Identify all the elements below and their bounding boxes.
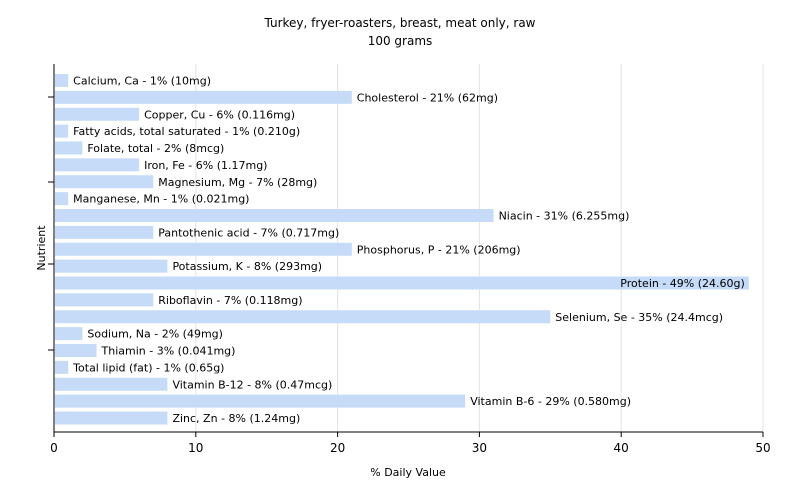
bar-label: Niacin - 31% (6.255mg) <box>499 210 630 223</box>
bar-label: Copper, Cu - 6% (0.116mg) <box>144 108 295 121</box>
bar <box>55 192 69 206</box>
bar-label: Calcium, Ca - 1% (10mg) <box>73 75 211 88</box>
bar <box>55 293 154 307</box>
x-tick-label: 50 <box>755 441 770 455</box>
x-ticks: 0 10 20 30 40 50 <box>50 432 771 455</box>
bar-label: Phosphorus, P - 21% (206mg) <box>357 243 521 256</box>
bar <box>55 242 352 256</box>
bar-label: Pantothenic acid - 7% (0.717mg) <box>158 226 339 239</box>
x-tick-label: 20 <box>330 441 345 455</box>
x-tick-label: 0 <box>50 441 58 455</box>
bar-label: Total lipid (fat) - 1% (0.65g) <box>72 361 224 374</box>
bar-label: Folate, total - 2% (8mcg) <box>87 142 224 155</box>
x-tick-label: 10 <box>188 441 203 455</box>
bar-label: Potassium, K - 8% (293mg) <box>172 260 322 273</box>
bar <box>55 360 69 374</box>
bar <box>55 259 168 273</box>
bar-label: Riboflavin - 7% (0.118mg) <box>158 294 302 307</box>
bar <box>55 175 154 189</box>
bar-label: Fatty acids, total saturated - 1% (0.210… <box>73 125 300 138</box>
bar <box>55 74 69 87</box>
bar-label: Selenium, Se - 35% (24.4mcg) <box>555 311 723 324</box>
bar-label: Magnesium, Mg - 7% (28mg) <box>158 176 317 189</box>
bar-label: Sodium, Na - 2% (49mg) <box>87 328 223 341</box>
bar <box>55 209 494 222</box>
bar <box>55 327 83 341</box>
bar <box>55 276 749 290</box>
chart-title: Turkey, fryer-roasters, breast, meat onl… <box>263 16 535 30</box>
y-axis-label: Nutrient <box>35 225 48 271</box>
bar <box>55 158 140 172</box>
chart-subtitle: 100 grams <box>368 34 433 48</box>
bar-label: Protein - 49% (24.60g) <box>620 277 745 290</box>
bar <box>55 344 97 357</box>
axes <box>48 64 763 433</box>
bar-label: Iron, Fe - 6% (1.17mg) <box>144 159 267 172</box>
bar <box>55 377 168 391</box>
bar <box>55 411 168 425</box>
bar-label: Thiamin - 3% (0.041mg) <box>101 345 236 358</box>
bar <box>55 141 83 155</box>
x-tick-label: 30 <box>472 441 487 455</box>
bar-label: Cholesterol - 21% (62mg) <box>357 91 498 104</box>
bar <box>55 107 140 121</box>
bar <box>55 225 154 239</box>
bar-label: Zinc, Zn - 8% (1.24mg) <box>172 412 300 425</box>
bar-label: Manganese, Mn - 1% (0.021mg) <box>73 193 249 206</box>
bar <box>55 90 352 104</box>
bar <box>55 310 551 324</box>
bar-label: Vitamin B-12 - 8% (0.47mcg) <box>172 378 332 391</box>
bars: Calcium, Ca - 1% (10mg) Cholesterol - 21%… <box>55 74 749 425</box>
bar <box>55 124 69 138</box>
x-tick-label: 40 <box>614 441 629 455</box>
bar <box>55 394 466 408</box>
bar-label: Vitamin B-6 - 29% (0.580mg) <box>470 395 631 408</box>
x-axis-label: % Daily Value <box>370 466 446 479</box>
